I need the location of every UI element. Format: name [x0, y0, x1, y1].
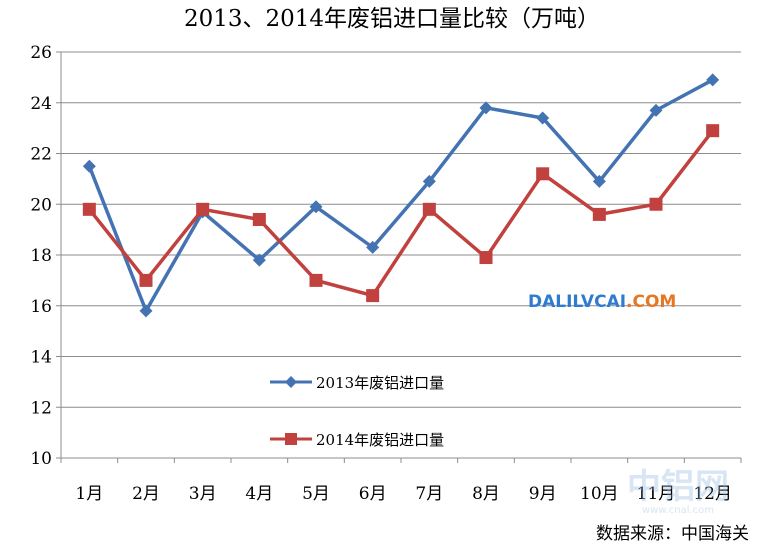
series-lines [82, 73, 720, 318]
source-note: 数据来源：中国海关 [596, 524, 749, 544]
y-tick-label: 22 [30, 145, 52, 165]
y-axis-ticks: 10 12 14 16 18 20 22 24 26 [30, 43, 52, 469]
y-tick-label: 12 [30, 398, 52, 418]
legend-label-2014: 2014年废铝进口量 [316, 431, 444, 449]
x-tick-label: 2月 [132, 484, 160, 504]
data-point-2013 [479, 101, 493, 115]
series-line-1 [87, 129, 715, 298]
x-tick-label: 10月 [580, 484, 619, 504]
y-tick-label: 18 [30, 246, 52, 266]
watermark-dali-main: DALILVCAI [528, 292, 626, 312]
y-tick-label: 16 [30, 297, 52, 317]
legend-marker-2014 [285, 433, 297, 445]
data-point-2013 [422, 174, 436, 188]
data-point-2014 [366, 289, 380, 303]
data-point-2014 [706, 124, 720, 138]
data-point-2014 [196, 202, 210, 216]
data-point-2014 [592, 207, 606, 221]
logo-watermark-text: 中铝网 [627, 467, 729, 507]
data-point-2014 [139, 273, 153, 287]
x-tick-label: 7月 [415, 484, 443, 504]
data-point-2014 [252, 212, 266, 226]
data-point-2014 [82, 202, 96, 216]
x-tick-label: 9月 [529, 484, 557, 504]
logo-watermark: 中铝网 www.cnal.com [627, 467, 729, 516]
x-tick-label: 5月 [302, 484, 330, 504]
data-point-2013 [252, 253, 266, 267]
legend-label-2013: 2013年废铝进口量 [316, 374, 444, 392]
logo-watermark-url: www.cnal.com [642, 505, 714, 516]
x-tick-label: 1月 [75, 484, 103, 504]
data-point-2013 [536, 111, 550, 125]
y-tick-label: 24 [30, 94, 52, 114]
x-tick-label: 3月 [189, 484, 217, 504]
data-point-2014 [536, 167, 550, 181]
legend-marker-2013 [285, 376, 297, 388]
y-tick-label: 20 [30, 195, 52, 215]
data-point-2013 [366, 240, 380, 254]
data-point-2014 [649, 197, 663, 211]
y-tick-label: 26 [30, 43, 52, 63]
legend: 2013年废铝进口量 2014年废铝进口量 [270, 374, 444, 449]
x-tick-label: 6月 [359, 484, 387, 504]
data-point-2014 [309, 273, 323, 287]
data-point-2013 [82, 159, 96, 173]
y-tick-label: 10 [30, 449, 52, 469]
data-point-2013 [139, 304, 153, 318]
x-tick-label: 8月 [472, 484, 500, 504]
data-point-2013 [592, 174, 606, 188]
x-tick-label: 4月 [245, 484, 273, 504]
x-tick-label: 11月 [637, 484, 676, 504]
data-point-2013 [706, 73, 720, 87]
data-point-2013 [649, 103, 663, 117]
series-line-0 [87, 78, 714, 313]
watermark-dali-suffix: .COM [626, 292, 676, 312]
x-tick-label: 12月 [693, 484, 732, 504]
y-tick-label: 14 [30, 348, 52, 368]
data-point-2014 [479, 251, 493, 265]
watermark-dalilvcai: DALILVCAI.COM [528, 292, 676, 312]
data-point-2014 [422, 202, 436, 216]
data-point-2013 [309, 200, 323, 214]
chart-title: 2013、2014年废铝进口量比较（万吨） [184, 6, 600, 32]
x-axis-ticks: 1月 2月 3月 4月 5月 6月 7月 8月 9月 10月 11月 12月 [75, 484, 732, 504]
